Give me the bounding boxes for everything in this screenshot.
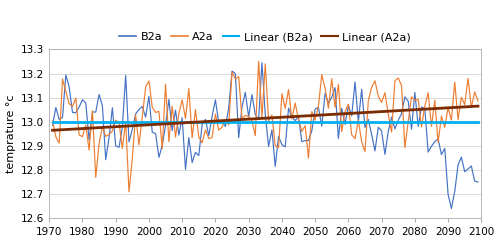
Legend: B2a, A2a, Linear (B2a), Linear (A2a): B2a, A2a, Linear (B2a), Linear (A2a): [115, 28, 416, 47]
Y-axis label: temprature °c: temprature °c: [6, 95, 16, 173]
